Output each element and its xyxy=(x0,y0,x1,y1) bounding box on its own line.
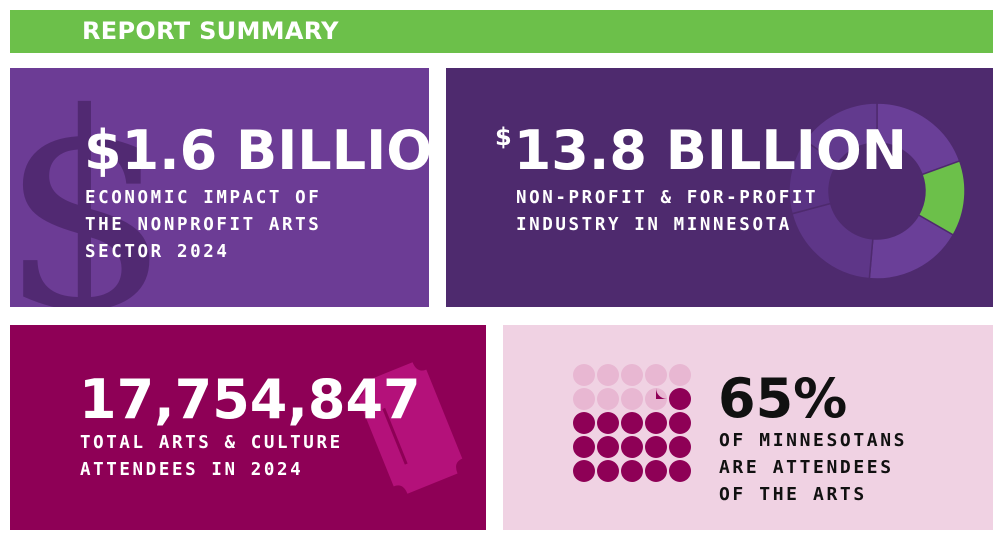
dot xyxy=(573,412,595,434)
industry-description: NON-PROFIT & FOR-PROFIT INDUSTRY IN MINN… xyxy=(516,185,818,239)
industry-headline-dollar: $ xyxy=(495,123,512,151)
dot xyxy=(669,364,691,386)
banner-title: REPORT SUMMARY xyxy=(82,17,339,45)
participation-line-1: OF MINNESOTANS xyxy=(719,430,908,451)
donut-chart-icon xyxy=(788,102,966,280)
dot xyxy=(597,436,619,458)
participation-line-2: ARE ATTENDEES xyxy=(719,457,894,478)
industry-line-1: NON-PROFIT & FOR-PROFIT xyxy=(516,188,819,208)
dot xyxy=(645,436,667,458)
dot xyxy=(645,412,667,434)
dot xyxy=(621,436,643,458)
participation-panel: 65% OF MINNESOTANS ARE ATTENDEES OF THE … xyxy=(503,325,993,530)
dot xyxy=(621,388,643,410)
industry-headline-amount: 13.8 BILLION xyxy=(513,119,907,182)
attendees-line-1: TOTAL ARTS & CULTURE xyxy=(80,433,343,453)
dot xyxy=(573,460,595,482)
industry-headline: $13.8 BILLION xyxy=(495,124,907,178)
attendees-description: TOTAL ARTS & CULTURE ATTENDEES IN 2024 xyxy=(80,430,343,484)
dot xyxy=(573,364,595,386)
dot xyxy=(645,364,667,386)
dot xyxy=(621,364,643,386)
economic-impact-panel: $ $1.6 BILLION ECONOMIC IMPACT OF THE NO… xyxy=(10,68,429,307)
attendees-line-2: ATTENDEES IN 2024 xyxy=(80,460,304,480)
economic-impact-headline: $1.6 BILLION xyxy=(84,119,429,182)
dot xyxy=(597,364,619,386)
economic-impact-line-1: ECONOMIC IMPACT OF xyxy=(85,188,322,208)
dot xyxy=(669,412,691,434)
economic-impact-line-3: SECTOR 2024 xyxy=(85,242,230,262)
dot xyxy=(597,460,619,482)
dot xyxy=(573,388,595,410)
dot-grid-icon xyxy=(573,364,691,482)
industry-panel: $13.8 BILLION NON-PROFIT & FOR-PROFIT IN… xyxy=(446,68,993,307)
dot xyxy=(597,388,619,410)
dot xyxy=(573,436,595,458)
participation-headline: 65% xyxy=(718,367,848,430)
industry-line-2: INDUSTRY IN MINNESOTA xyxy=(516,215,792,235)
participation-description: OF MINNESOTANS ARE ATTENDEES OF THE ARTS xyxy=(719,427,907,508)
attendees-headline: 17,754,847 xyxy=(79,368,421,431)
dollar-sign-icon: $ xyxy=(10,68,172,308)
dot xyxy=(669,436,691,458)
dot xyxy=(669,388,691,410)
donut-segment xyxy=(803,102,878,165)
economic-impact-line-2: THE NONPROFIT ARTS xyxy=(85,215,322,235)
economic-impact-description: ECONOMIC IMPACT OF THE NONPROFIT ARTS SE… xyxy=(85,185,321,266)
dot xyxy=(621,460,643,482)
ticket-icon xyxy=(357,362,463,494)
dot xyxy=(645,460,667,482)
dot xyxy=(621,412,643,434)
dot xyxy=(669,460,691,482)
dot xyxy=(597,412,619,434)
attendees-panel: 17,754,847 TOTAL ARTS & CULTURE ATTENDEE… xyxy=(10,325,486,530)
participation-line-3: OF THE ARTS xyxy=(719,484,867,505)
report-summary-banner: REPORT SUMMARY xyxy=(10,10,993,53)
dot-partial xyxy=(656,388,667,399)
